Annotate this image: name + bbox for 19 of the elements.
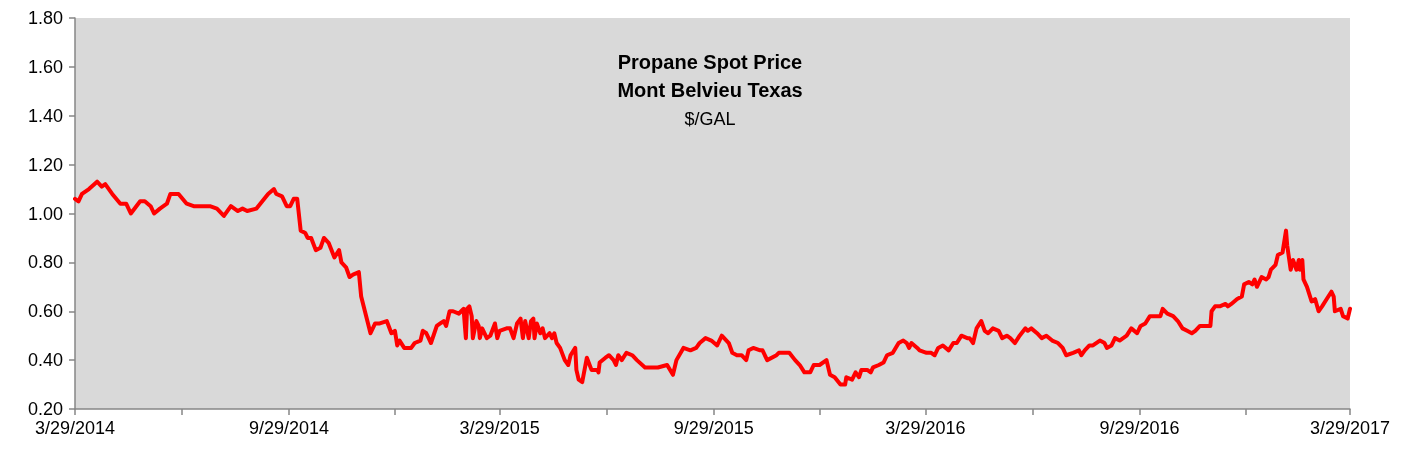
y-tick-label: 1.40	[27, 105, 63, 126]
y-tick-label: 0.20	[27, 399, 63, 419]
text: Propane Spot Price Mont Belvieu Texas	[617, 51, 803, 101]
x-tick-label: 3/29/2015	[459, 418, 540, 438]
x-tick-label: 3/29/2014	[34, 418, 116, 438]
y-tick-label: 1.80	[27, 8, 63, 28]
y-tick-label: 0.60	[27, 301, 63, 322]
y-tick-label: 0.80	[27, 252, 63, 273]
x-tick-label: 9/29/2015	[673, 418, 754, 438]
y-tick-label: 1.60	[27, 56, 63, 77]
x-tick-label: 3/29/2016	[885, 418, 966, 438]
y-tick-label: 0.40	[27, 350, 63, 371]
y-tick-label: 1.00	[27, 203, 63, 224]
y-tick-label: 1.20	[27, 154, 63, 175]
x-tick-label: 9/29/2016	[1099, 418, 1180, 438]
text: $/GAL	[684, 109, 736, 129]
x-tick-label: 9/29/2014	[249, 418, 330, 438]
x-tick-label: 3/29/2017	[1309, 418, 1391, 438]
line-series	[73, 179, 1352, 387]
